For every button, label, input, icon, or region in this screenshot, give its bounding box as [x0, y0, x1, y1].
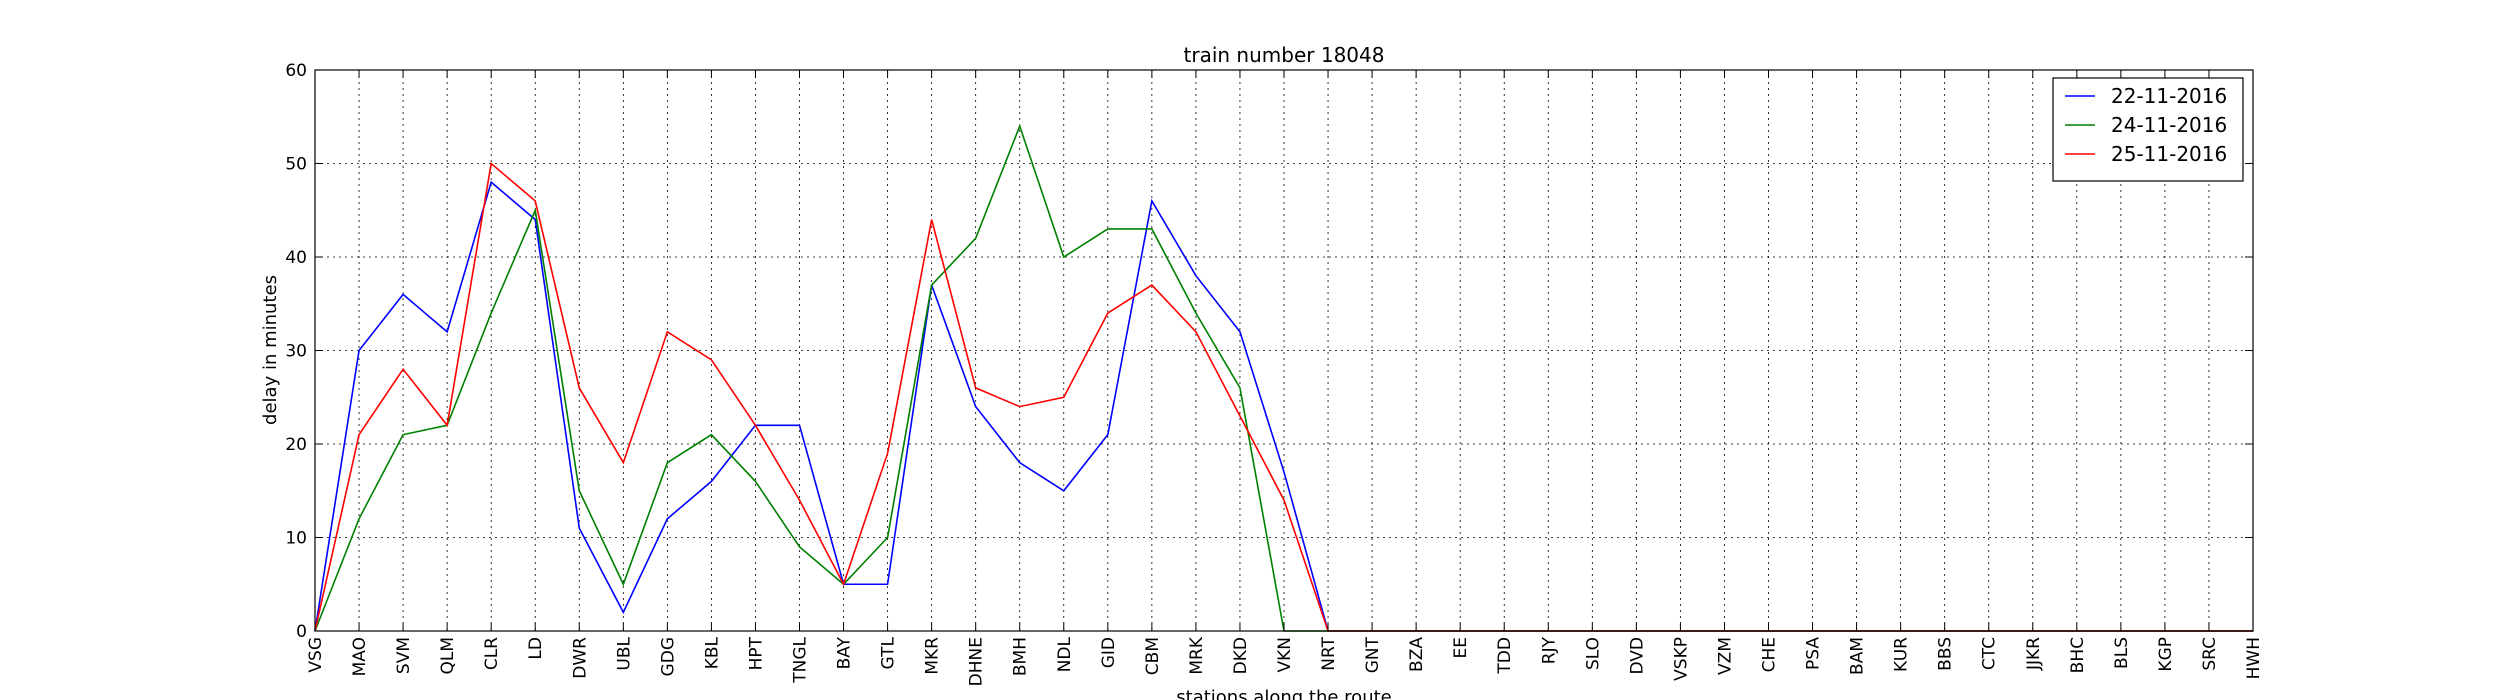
y-tick-label: 50 [285, 155, 307, 175]
series-line [314, 123, 2253, 632]
x-axis-title: stations along the route [1176, 687, 1391, 700]
x-tick-label: VZM [1715, 637, 1735, 675]
x-tick-label: DVD [1627, 637, 1647, 675]
x-tick-label: PSA [1804, 637, 1824, 670]
x-tick-label: KUR [1892, 637, 1912, 672]
x-tick-label: SRC [2200, 637, 2220, 671]
x-tick-label: DHNE [967, 637, 987, 686]
x-tick-label: DKD [1231, 637, 1251, 674]
x-tick-label: SLO [1583, 637, 1603, 670]
x-tick-label: GDG [658, 637, 678, 676]
legend-label: 22-11-2016 [2111, 84, 2227, 108]
x-tick-label: BMH [1011, 637, 1031, 676]
x-tick-label: BAY [835, 636, 855, 669]
x-axis: VSG MAO SVM QLM CLR LD DWR UBL GDG KBL HPT TNGL BAY G… [306, 70, 2264, 686]
x-tick-label: HPT [746, 636, 766, 670]
x-tick-label: VSG [306, 637, 326, 673]
x-tick-label: VSKP [1671, 637, 1691, 681]
grid-lines [315, 70, 2253, 631]
x-tick-label: MRK [1187, 636, 1207, 674]
x-tick-label: EE [1451, 637, 1471, 658]
x-tick-label: TNGL [791, 636, 811, 683]
legend: 22-11-2016 24-11-2016 25-11-2016 [2052, 77, 2244, 182]
y-tick-label: 60 [285, 61, 307, 81]
x-tick-label: RJY [1539, 636, 1559, 664]
x-tick-label: JJKR [2024, 637, 2044, 671]
x-tick-label: HWH [2244, 637, 2264, 679]
x-tick-label: GNT [1363, 636, 1383, 673]
series-lines [314, 123, 2253, 632]
legend-label: 25-11-2016 [2111, 142, 2227, 166]
y-tick-label: 30 [285, 342, 307, 362]
x-tick-label: SVM [394, 637, 414, 674]
x-tick-label: NRT [1319, 636, 1339, 670]
y-tick-label: 10 [285, 529, 307, 549]
x-tick-label: BHC [2068, 637, 2088, 673]
y-tick-label: 40 [285, 248, 307, 268]
x-tick-label: MAO [350, 637, 370, 676]
y-axis: 0 10 20 30 40 50 60 [285, 61, 2253, 642]
x-tick-label: CBM [1143, 637, 1163, 675]
x-tick-label: BZA [1407, 637, 1427, 672]
x-tick-label: LD [526, 637, 546, 660]
x-tick-label: BBS [1936, 637, 1956, 671]
x-tick-label: KGP [2156, 637, 2176, 672]
y-tick-label: 20 [285, 435, 307, 455]
x-tick-label: NDL [1055, 636, 1075, 672]
x-tick-label: VKN [1275, 637, 1295, 673]
x-tick-label: CHE [1760, 637, 1780, 672]
x-tick-label: CTC [1980, 637, 2000, 670]
legend-box [2052, 77, 2244, 182]
x-tick-label: DWR [570, 637, 590, 679]
x-tick-label: UBL [614, 636, 634, 670]
chart-title: train number 18048 [1184, 43, 1385, 67]
x-tick-label: CLR [482, 637, 502, 670]
x-tick-label: KBL [702, 636, 722, 669]
x-tick-label: GID [1099, 637, 1119, 668]
x-tick-label: GTL [879, 636, 899, 669]
x-tick-label: TDD [1495, 637, 1515, 675]
x-tick-label: QLM [438, 637, 458, 675]
y-axis-title: delay in minutes [260, 275, 281, 425]
y-tick-label: 0 [296, 622, 307, 642]
x-tick-label: BAM [1848, 637, 1868, 675]
legend-label: 24-11-2016 [2111, 113, 2227, 137]
x-tick-label: BLS [2112, 637, 2132, 669]
x-tick-label: MKR [923, 637, 943, 675]
